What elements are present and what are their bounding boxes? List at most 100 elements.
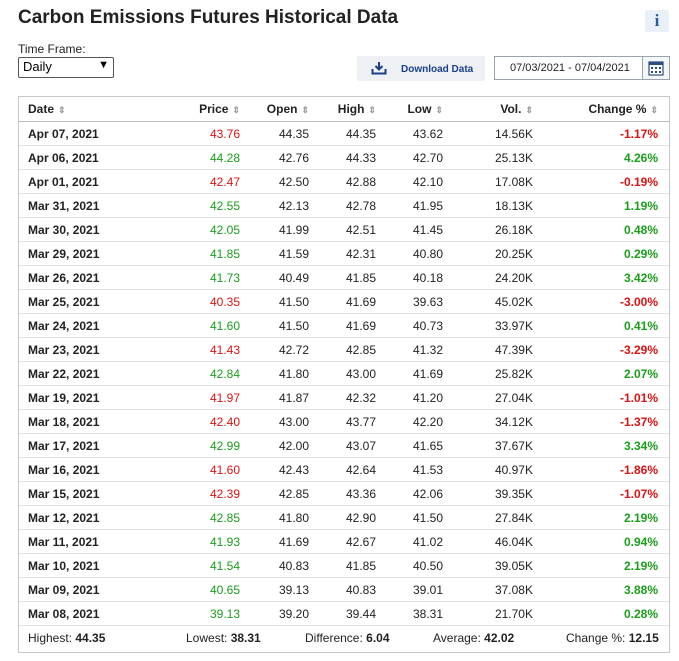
cell-change: 3.34% bbox=[533, 433, 669, 458]
cell-change: -0.19% bbox=[533, 169, 669, 194]
column-header-change[interactable]: Change % ⇕ bbox=[533, 97, 669, 122]
cell-vol: 46.04K bbox=[443, 529, 533, 554]
page-title: Carbon Emissions Futures Historical Data bbox=[18, 7, 399, 28]
cell-date: Apr 07, 2021 bbox=[19, 121, 129, 146]
cell-date: Apr 01, 2021 bbox=[19, 169, 129, 194]
cell-date: Mar 16, 2021 bbox=[19, 457, 129, 482]
cell-open: 41.50 bbox=[240, 313, 309, 338]
cell-date: Mar 31, 2021 bbox=[19, 193, 129, 218]
cell-price: 42.55 bbox=[129, 193, 240, 218]
table-header-row: Date ⇕ Price ⇕ Open ⇕ High ⇕ Low ⇕ Vol. ⇕ Chan… bbox=[19, 97, 669, 122]
sort-icon: ⇕ bbox=[368, 105, 376, 115]
sort-icon: ⇕ bbox=[435, 105, 443, 115]
column-header-date[interactable]: Date ⇕ bbox=[19, 97, 129, 122]
cell-date: Mar 22, 2021 bbox=[19, 361, 129, 386]
cell-high: 43.36 bbox=[309, 481, 376, 506]
cell-vol: 24.20K bbox=[443, 265, 533, 290]
date-range-picker[interactable]: 07/03/2021 - 07/04/2021 bbox=[494, 56, 670, 80]
cell-change: 0.41% bbox=[533, 313, 669, 338]
cell-low: 42.06 bbox=[376, 481, 443, 506]
download-label: Download Data bbox=[401, 64, 474, 75]
cell-low: 41.32 bbox=[376, 337, 443, 362]
cell-price: 43.76 bbox=[129, 121, 240, 146]
table-row: Apr 01, 2021 42.47 42.50 42.88 42.10 17.08K -0… bbox=[19, 169, 669, 194]
column-header-low[interactable]: Low ⇕ bbox=[376, 97, 443, 122]
table-row: Mar 23, 2021 41.43 42.72 42.85 41.32 47.39K -3… bbox=[19, 337, 669, 362]
cell-high: 42.85 bbox=[309, 337, 376, 362]
cell-change: 0.94% bbox=[533, 529, 669, 554]
cell-price: 40.65 bbox=[129, 577, 240, 602]
cell-price: 41.60 bbox=[129, 313, 240, 338]
cell-open: 41.80 bbox=[240, 361, 309, 386]
cell-date: Mar 09, 2021 bbox=[19, 577, 129, 602]
cell-price: 41.97 bbox=[129, 385, 240, 410]
sort-icon: ⇕ bbox=[232, 105, 240, 115]
cell-high: 44.35 bbox=[309, 121, 376, 146]
cell-high: 43.07 bbox=[309, 433, 376, 458]
cell-price: 41.93 bbox=[129, 529, 240, 554]
cell-high: 42.32 bbox=[309, 385, 376, 410]
timeframe-select[interactable]: Daily ▼ bbox=[18, 57, 114, 78]
cell-open: 42.43 bbox=[240, 457, 309, 482]
cell-low: 41.53 bbox=[376, 457, 443, 482]
cell-low: 39.63 bbox=[376, 289, 443, 314]
date-range-value: 07/03/2021 - 07/04/2021 bbox=[510, 62, 630, 74]
table-row: Mar 31, 2021 42.55 42.13 42.78 41.95 18.13K 1.… bbox=[19, 193, 669, 218]
sort-icon: ⇕ bbox=[58, 105, 66, 115]
cell-high: 41.69 bbox=[309, 289, 376, 314]
cell-price: 42.99 bbox=[129, 433, 240, 458]
column-header-vol[interactable]: Vol. ⇕ bbox=[443, 97, 533, 122]
cell-change: -1.17% bbox=[533, 121, 669, 146]
table-row: Mar 18, 2021 42.40 43.00 43.77 42.20 34.12K -1… bbox=[19, 409, 669, 434]
calendar-icon[interactable] bbox=[642, 57, 669, 79]
cell-high: 43.77 bbox=[309, 409, 376, 434]
table-row: Mar 24, 2021 41.60 41.50 41.69 40.73 33.97K 0.… bbox=[19, 313, 669, 338]
cell-open: 39.20 bbox=[240, 601, 309, 626]
table-row: Mar 09, 2021 40.65 39.13 40.83 39.01 37.08K 3.… bbox=[19, 577, 669, 602]
cell-high: 42.64 bbox=[309, 457, 376, 482]
cell-vol: 45.02K bbox=[443, 289, 533, 314]
sort-icon: ⇕ bbox=[525, 105, 533, 115]
column-header-open[interactable]: Open ⇕ bbox=[240, 97, 309, 122]
download-data-button[interactable]: Download Data bbox=[357, 56, 485, 81]
cell-low: 41.95 bbox=[376, 193, 443, 218]
cell-open: 44.35 bbox=[240, 121, 309, 146]
cell-low: 41.50 bbox=[376, 505, 443, 530]
cell-low: 41.02 bbox=[376, 529, 443, 554]
cell-price: 42.05 bbox=[129, 217, 240, 242]
cell-date: Mar 10, 2021 bbox=[19, 553, 129, 578]
cell-low: 41.45 bbox=[376, 217, 443, 242]
cell-low: 39.01 bbox=[376, 577, 443, 602]
cell-vol: 37.08K bbox=[443, 577, 533, 602]
cell-open: 41.87 bbox=[240, 385, 309, 410]
column-header-price[interactable]: Price ⇕ bbox=[129, 97, 240, 122]
cell-low: 42.70 bbox=[376, 145, 443, 170]
timeframe-label: Time Frame: bbox=[18, 42, 86, 56]
cell-price: 42.39 bbox=[129, 481, 240, 506]
cell-low: 42.10 bbox=[376, 169, 443, 194]
cell-open: 41.69 bbox=[240, 529, 309, 554]
table-row: Apr 07, 2021 43.76 44.35 44.35 43.62 14.56K -1… bbox=[19, 121, 669, 146]
cell-open: 42.85 bbox=[240, 481, 309, 506]
cell-vol: 39.35K bbox=[443, 481, 533, 506]
summary-change: Change %: 12.15 bbox=[566, 631, 659, 645]
info-icon[interactable]: i bbox=[645, 10, 669, 32]
cell-high: 42.31 bbox=[309, 241, 376, 266]
table-row: Mar 12, 2021 42.85 41.80 42.90 41.50 27.84K 2.… bbox=[19, 505, 669, 530]
cell-open: 40.83 bbox=[240, 553, 309, 578]
cell-low: 41.20 bbox=[376, 385, 443, 410]
download-icon bbox=[371, 61, 387, 78]
cell-vol: 14.56K bbox=[443, 121, 533, 146]
cell-low: 41.65 bbox=[376, 433, 443, 458]
cell-high: 41.85 bbox=[309, 553, 376, 578]
cell-high: 41.69 bbox=[309, 313, 376, 338]
cell-vol: 17.08K bbox=[443, 169, 533, 194]
column-header-high[interactable]: High ⇕ bbox=[309, 97, 376, 122]
cell-change: 2.19% bbox=[533, 553, 669, 578]
cell-high: 42.88 bbox=[309, 169, 376, 194]
cell-vol: 21.70K bbox=[443, 601, 533, 626]
cell-price: 42.47 bbox=[129, 169, 240, 194]
cell-date: Mar 29, 2021 bbox=[19, 241, 129, 266]
sort-icon: ⇕ bbox=[650, 105, 658, 115]
cell-price: 39.13 bbox=[129, 601, 240, 626]
